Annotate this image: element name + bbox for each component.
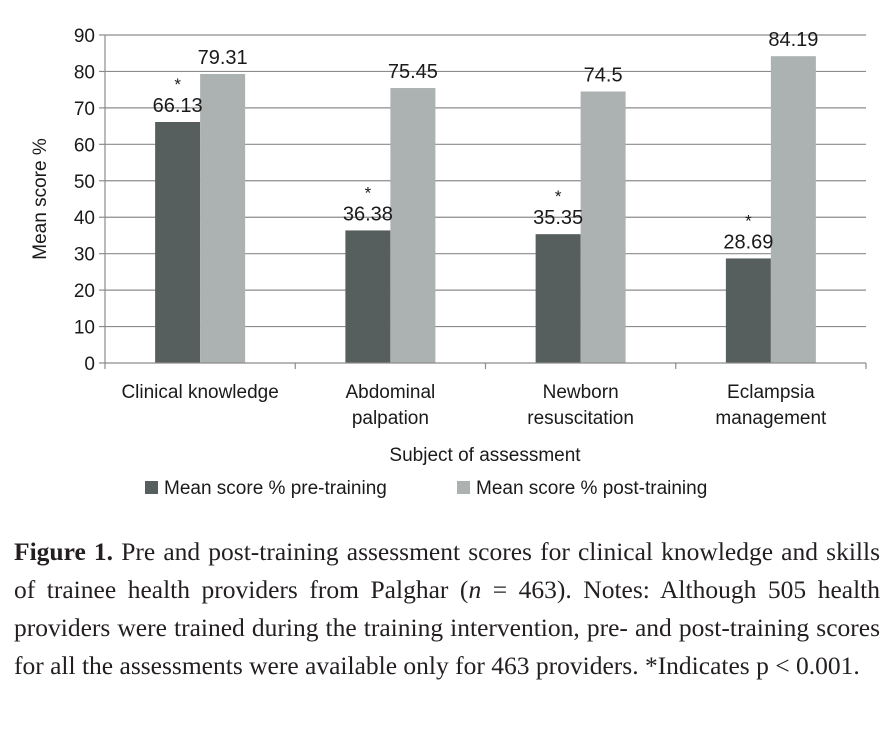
y-tick-label-80: 80: [74, 62, 95, 83]
data-label-post-2: 74.5: [584, 64, 623, 86]
category-label-3-0: Eclampsia: [727, 382, 815, 403]
data-label-pre-2: 35.35: [533, 207, 583, 229]
bar-post-2: [580, 91, 626, 363]
significance-marker-1: *: [365, 183, 372, 202]
y-tick-label-30: 30: [74, 245, 95, 266]
y-tick-label-0: 0: [84, 354, 95, 375]
category-label-1-1: palpation: [352, 408, 429, 429]
data-label-pre-0: 66.13: [153, 95, 203, 117]
bar-pre-3: [725, 258, 771, 363]
x-axis-title: Subject of assessment: [389, 445, 581, 466]
significance-marker-2: *: [555, 187, 562, 206]
significance-marker-0: *: [174, 75, 181, 94]
data-label-pre-1: 36.38: [343, 203, 393, 225]
data-label-post-0: 79.31: [198, 47, 248, 69]
category-label-2-1: resuscitation: [527, 408, 634, 429]
y-axis-ticks: 0 10 20 30 40 50 60 70 80 90: [74, 26, 105, 375]
axes: [104, 35, 867, 369]
data-label-pre-3: 28.69: [723, 231, 773, 253]
data-label-post-1: 75.45: [388, 61, 438, 83]
figure-caption: Figure 1. Pre and post-training assessme…: [14, 533, 880, 685]
figure-label: Figure 1.: [14, 537, 114, 566]
y-tick-label-20: 20: [74, 281, 95, 302]
category-label-1-0: Abdominal: [345, 382, 435, 403]
legend-swatch-1: [457, 481, 470, 494]
data-label-post-3: 84.19: [768, 29, 818, 51]
legend: Mean score % pre-training Mean score % po…: [145, 478, 707, 499]
bar-pre-1: [345, 230, 391, 363]
y-tick-label-60: 60: [74, 135, 95, 156]
bar-post-1: [390, 88, 436, 363]
category-label-3-1: management: [715, 408, 827, 429]
legend-swatch-0: [145, 481, 158, 494]
bars: [155, 56, 816, 364]
y-axis-title: Mean score %: [30, 138, 51, 260]
y-tick-label-90: 90: [74, 26, 95, 47]
y-tick-label-10: 10: [74, 318, 95, 339]
data-labels: 66.13*79.3136.38*75.4535.35*74.528.69*84…: [153, 29, 819, 253]
bar-post-0: [200, 73, 246, 364]
category-labels: Clinical knowledge Abdominal palpation Newb…: [121, 382, 827, 429]
category-label-0-0: Clinical knowledge: [121, 382, 278, 403]
caption-text-before: Pre and post-training assessment scores …: [14, 537, 880, 604]
legend-label-1: Mean score % post-training: [476, 478, 707, 499]
y-tick-label-40: 40: [74, 208, 95, 229]
y-tick-label-70: 70: [74, 99, 95, 120]
caption-text-after: = 463). Notes: Although 505 health provi…: [14, 575, 880, 680]
bar-post-3: [770, 56, 816, 363]
bar-pre-2: [535, 234, 581, 363]
significance-marker-3: *: [745, 211, 752, 230]
category-label-2-0: Newborn: [543, 382, 619, 403]
bar-pre-0: [155, 121, 201, 363]
caption-n-symbol: n: [468, 575, 482, 604]
legend-label-0: Mean score % pre-training: [164, 478, 387, 499]
y-tick-label-50: 50: [74, 172, 95, 193]
